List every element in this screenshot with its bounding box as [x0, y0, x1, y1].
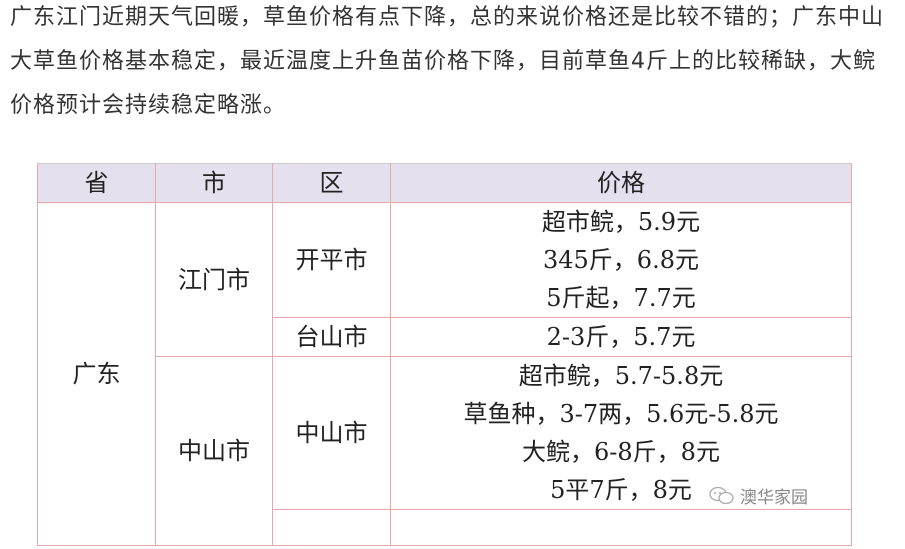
empty-cell — [390, 509, 852, 546]
city-cell: 江门市 — [155, 202, 273, 357]
price-line: 草鱼种，3-7两，5.6元-5.8元 — [463, 400, 779, 428]
table-row: 台山市 2-3斤，5.7元 — [38, 317, 852, 357]
price-cell: 2-3斤，5.7元 — [390, 317, 852, 357]
district-cell: 开平市 — [272, 202, 391, 318]
table-row: 中山市 中山市 超市鲩，5.7-5.8元 草鱼种，3-7两，5.6元-5.8元 … — [38, 356, 852, 546]
province-cell: 广东 — [37, 202, 156, 546]
wechat-icon — [709, 486, 734, 504]
price-line: 345斤，6.8元 — [543, 246, 699, 274]
empty-cell — [272, 509, 391, 546]
price-table: 省 市 区 价格 广东 江门市 开平市 超市鲩，5.9元 345斤，6.8元 5… — [37, 163, 852, 546]
watermark-text: 澳华家园 — [740, 488, 808, 508]
price-line: 2-3斤，5.7元 — [546, 323, 696, 351]
price-cell: 超市鲩，5.9元 345斤，6.8元 5斤起，7.7元 — [390, 202, 852, 318]
price-cell: 超市鲩，5.7-5.8元 草鱼种，3-7两，5.6元-5.8元 大鲩，6-8斤，… — [390, 356, 852, 510]
header-city: 市 — [155, 163, 273, 203]
district-cell: 台山市 — [272, 317, 391, 357]
header-price: 价格 — [390, 163, 852, 203]
price-line: 超市鲩，5.7-5.8元 — [518, 362, 724, 390]
table-row-empty — [38, 509, 852, 546]
city-cell: 中山市 — [155, 356, 273, 546]
price-line: 5斤起，7.7元 — [546, 284, 696, 312]
price-line: 5平7斤，8元 — [550, 476, 692, 504]
intro-paragraph: 广东江门近期天气回暖，草鱼价格有点下降，总的来说价格还是比较不错的；广东中山大草… — [10, 5, 885, 118]
table-header-row: 省 市 区 价格 — [37, 163, 852, 203]
district-cell: 中山市 — [272, 356, 391, 510]
header-district: 区 — [272, 163, 391, 203]
header-province: 省 — [37, 163, 156, 203]
price-line: 大鲩，6-8斤，8元 — [522, 438, 720, 466]
table-row: 广东 江门市 开平市 超市鲩，5.9元 345斤，6.8元 5斤起，7.7元 — [37, 202, 852, 546]
watermark: 澳华家园 — [708, 483, 808, 508]
price-line: 超市鲩，5.9元 — [541, 208, 701, 236]
